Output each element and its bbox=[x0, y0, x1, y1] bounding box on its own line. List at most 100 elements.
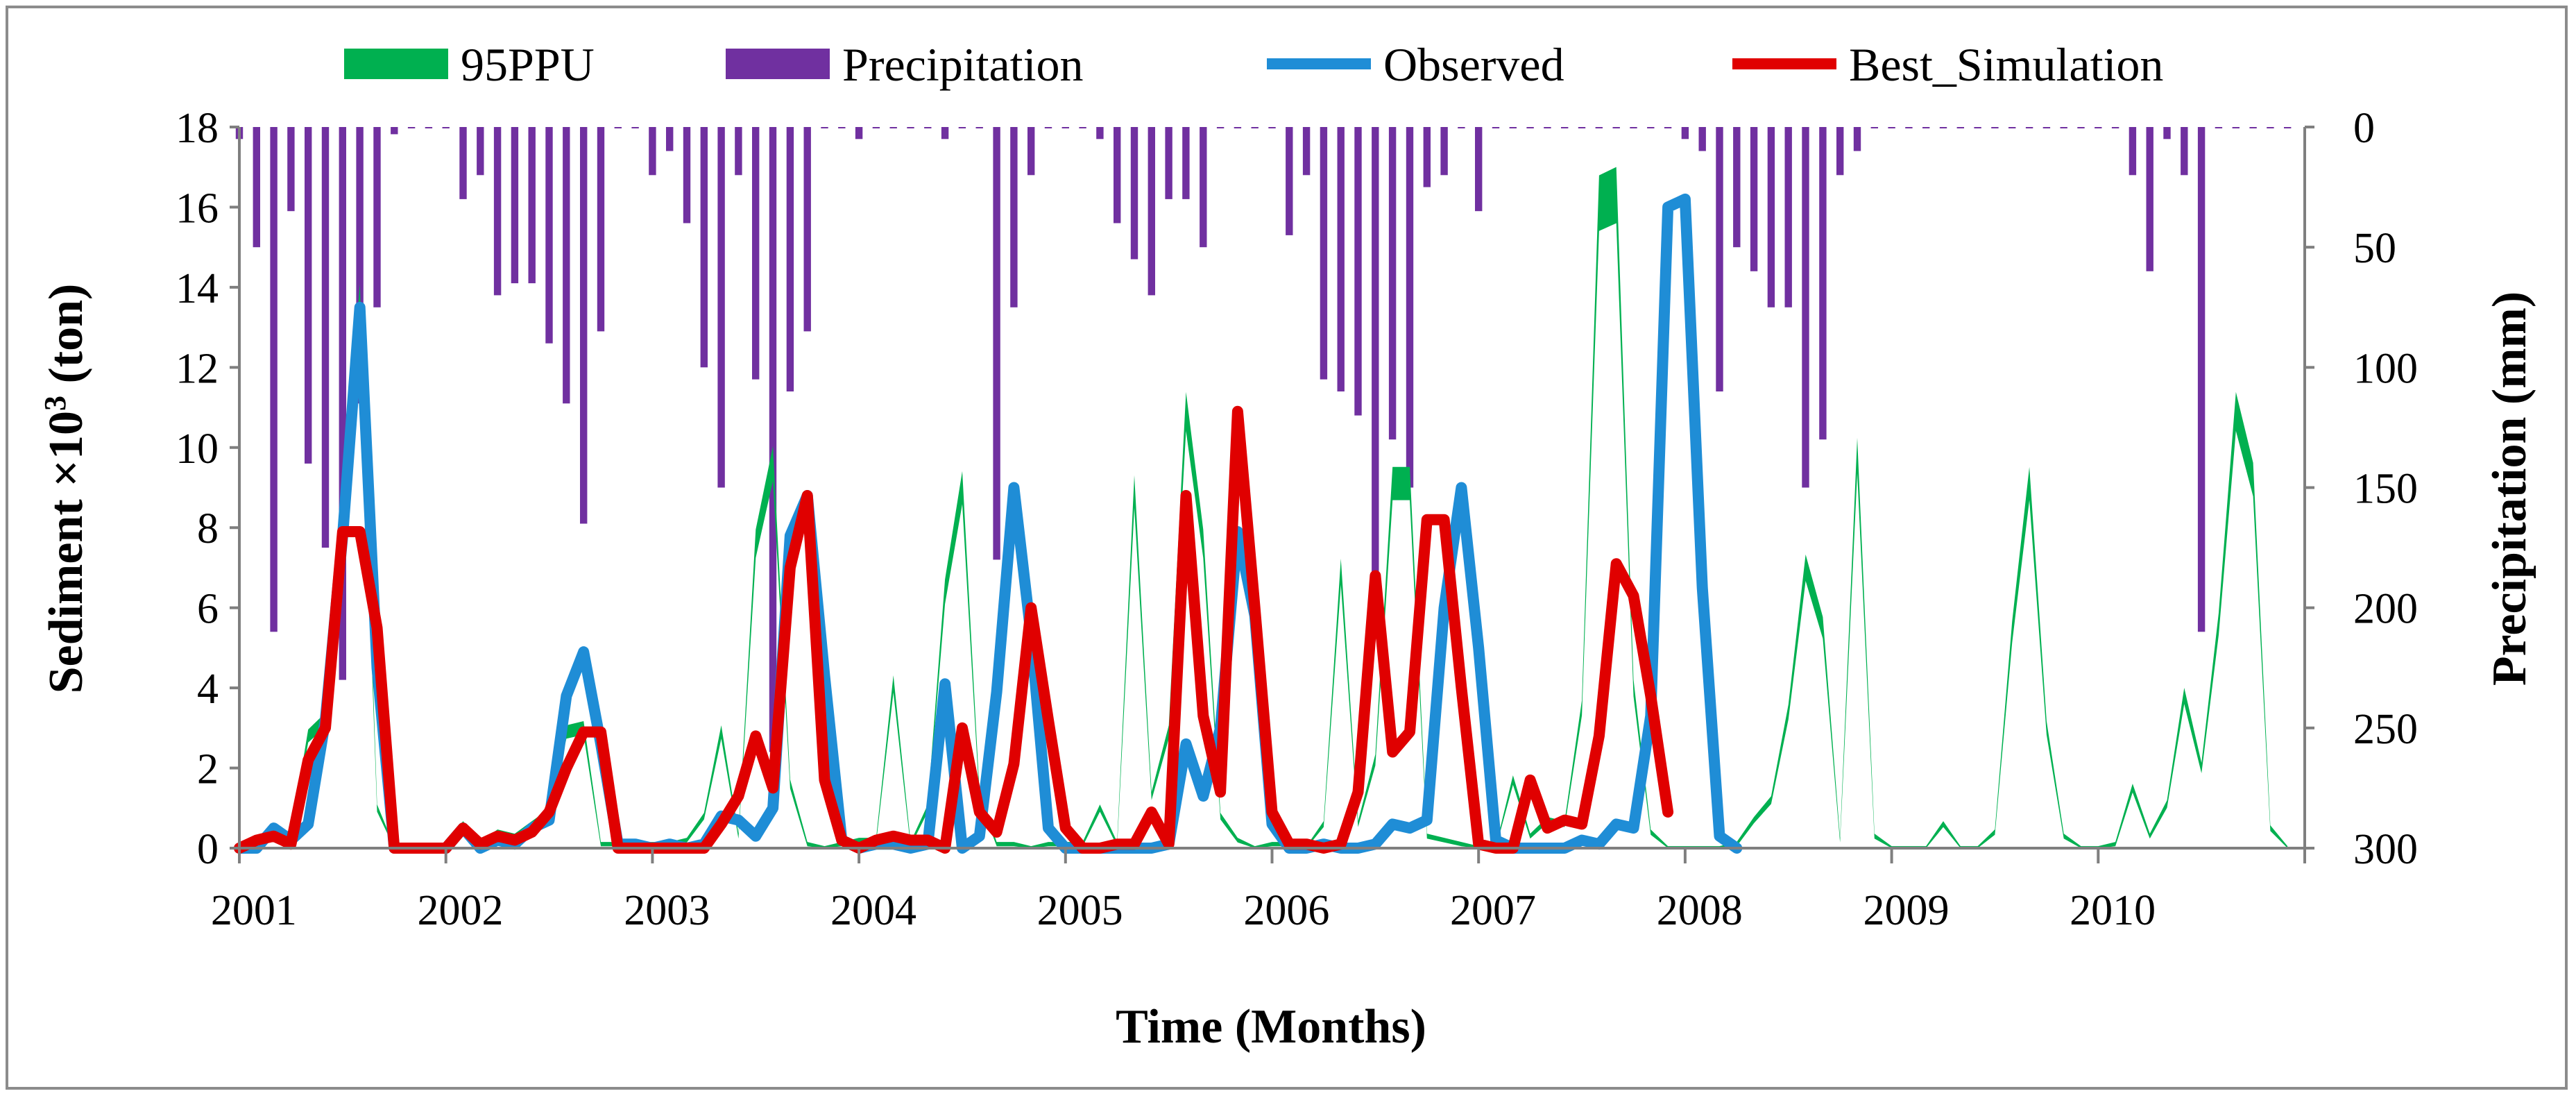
precipitation-bars bbox=[235, 127, 2292, 752]
y-right-tick-label: 250 bbox=[2353, 706, 2418, 753]
precipitation-bar bbox=[786, 127, 794, 391]
precipitation-bar bbox=[1509, 127, 1517, 128]
precipitation-bar bbox=[855, 127, 863, 140]
x-tick-label: 2002 bbox=[418, 887, 504, 934]
precipitation-bar bbox=[1130, 127, 1138, 260]
precipitation-bar bbox=[1182, 127, 1190, 199]
precipitation-bar bbox=[2232, 127, 2240, 128]
precipitation-bar bbox=[1595, 127, 1603, 128]
precipitation-bar bbox=[407, 127, 416, 128]
precipitation-bar bbox=[1561, 127, 1569, 128]
y-left-tick-label: 2 bbox=[197, 746, 219, 793]
precipitation-bar bbox=[1664, 127, 1672, 128]
precipitation-bar bbox=[1991, 127, 1999, 128]
y-right-tick-label: 150 bbox=[2353, 466, 2418, 513]
precipitation-bar bbox=[2008, 127, 2016, 128]
x-tick-label: 2006 bbox=[1243, 887, 1329, 934]
precipitation-bar bbox=[1440, 127, 1448, 176]
precipitation-bar bbox=[2215, 127, 2223, 128]
precipitation-bar bbox=[1475, 127, 1483, 212]
precipitation-bar bbox=[2111, 127, 2119, 128]
precipitation-bar bbox=[769, 127, 777, 752]
y-left-tick-label: 4 bbox=[197, 666, 219, 713]
precipitation-bar bbox=[2284, 127, 2292, 128]
precipitation-bar bbox=[1681, 127, 1689, 140]
precipitation-bar bbox=[1802, 127, 1809, 488]
precipitation-bar bbox=[563, 127, 570, 404]
x-tick-label: 2004 bbox=[830, 887, 916, 934]
precipitation-bar bbox=[373, 127, 381, 307]
precipitation-bar bbox=[2060, 127, 2067, 128]
precipitation-bar bbox=[1870, 127, 1878, 128]
precipitation-bar bbox=[493, 127, 502, 296]
precipitation-bar bbox=[1268, 127, 1276, 128]
precipitation-bar bbox=[683, 127, 691, 223]
precipitation-bar bbox=[2077, 127, 2085, 128]
precipitation-bar bbox=[803, 127, 811, 332]
precipitation-bar bbox=[287, 127, 295, 212]
legend-label: Precipitation bbox=[842, 38, 1083, 91]
y-axis-left-title-suffix: (ton) bbox=[40, 284, 93, 396]
precipitation-bar bbox=[2249, 127, 2257, 128]
y-axis-left-title-prefix: Sediment ×10 bbox=[40, 411, 93, 693]
precipitation-bar bbox=[2163, 127, 2171, 140]
y-left-tick-label: 0 bbox=[197, 826, 219, 873]
precipitation-bar bbox=[597, 127, 605, 332]
y-left-tick-label: 16 bbox=[176, 185, 219, 232]
precipitation-bar bbox=[1010, 127, 1018, 307]
precipitation-bar bbox=[1888, 127, 1895, 128]
line-series bbox=[234, 193, 1743, 854]
precipitation-bar bbox=[1526, 127, 1534, 128]
precipitation-bar bbox=[1905, 127, 1913, 128]
precipitation-bar bbox=[1647, 127, 1655, 128]
y-right-tick-label: 0 bbox=[2353, 105, 2375, 152]
precipitation-bar bbox=[1956, 127, 1964, 128]
precipitation-bar bbox=[1200, 127, 1207, 248]
precipitation-bar bbox=[1096, 127, 1104, 140]
precipitation-bar bbox=[1044, 127, 1052, 128]
y-left-tick-label: 14 bbox=[176, 265, 219, 312]
precipitation-bar bbox=[1406, 127, 1414, 488]
precipitation-bar bbox=[1836, 127, 1844, 176]
precipitation-bar bbox=[1578, 127, 1586, 128]
precipitation-bar bbox=[1388, 127, 1397, 440]
legend-label: Best_Simulation bbox=[1849, 38, 2163, 91]
precipitation-bar bbox=[545, 127, 553, 344]
precipitation-bar bbox=[321, 127, 330, 548]
legend-swatch bbox=[726, 49, 830, 79]
y-axis-left-title-sup: 3 bbox=[38, 396, 72, 411]
precipitation-bar bbox=[1458, 127, 1465, 128]
precipitation-bar bbox=[941, 127, 949, 140]
precipitation-bar bbox=[1939, 127, 1947, 128]
precipitation-bar bbox=[1302, 127, 1311, 176]
precipitation-bar bbox=[391, 127, 398, 135]
precipitation-bar bbox=[1148, 127, 1155, 296]
y-right-tick-label: 50 bbox=[2353, 225, 2396, 272]
precipitation-bar bbox=[270, 127, 278, 632]
precipitation-bar bbox=[2042, 127, 2051, 128]
precipitation-bar bbox=[1354, 127, 1362, 416]
x-axis-title: Time (Months) bbox=[1116, 1000, 1426, 1054]
precipitation-bar bbox=[889, 127, 897, 128]
precipitation-bar bbox=[356, 127, 364, 404]
precipitation-bar bbox=[614, 127, 622, 128]
precipitation-bar bbox=[1216, 127, 1225, 128]
legend-label: 95PPU bbox=[461, 38, 595, 91]
precipitation-bar bbox=[666, 127, 674, 151]
y-axis-left-title: Sediment ×103 (ton) bbox=[38, 284, 93, 694]
precipitation-bar bbox=[1544, 127, 1551, 128]
precipitation-bar bbox=[1061, 127, 1069, 128]
tick-labels: 0 2 4 6 8 10 12 14 16 18 300 250 200 150 100 50 0 2001 200… bbox=[176, 105, 2418, 934]
precipitation-bar bbox=[1079, 127, 1086, 128]
precipitation-bar bbox=[477, 127, 484, 176]
precipitation-bar bbox=[1853, 127, 1861, 151]
precipitation-bar bbox=[1733, 127, 1741, 248]
y-left-tick-label: 8 bbox=[197, 505, 219, 552]
precipitation-bar bbox=[2146, 127, 2153, 271]
precipitation-bar bbox=[735, 127, 742, 176]
x-tick-label: 2005 bbox=[1037, 887, 1123, 934]
precipitation-bar bbox=[1767, 127, 1775, 307]
precipitation-bar bbox=[1922, 127, 1930, 128]
precipitation-bar bbox=[838, 127, 846, 128]
